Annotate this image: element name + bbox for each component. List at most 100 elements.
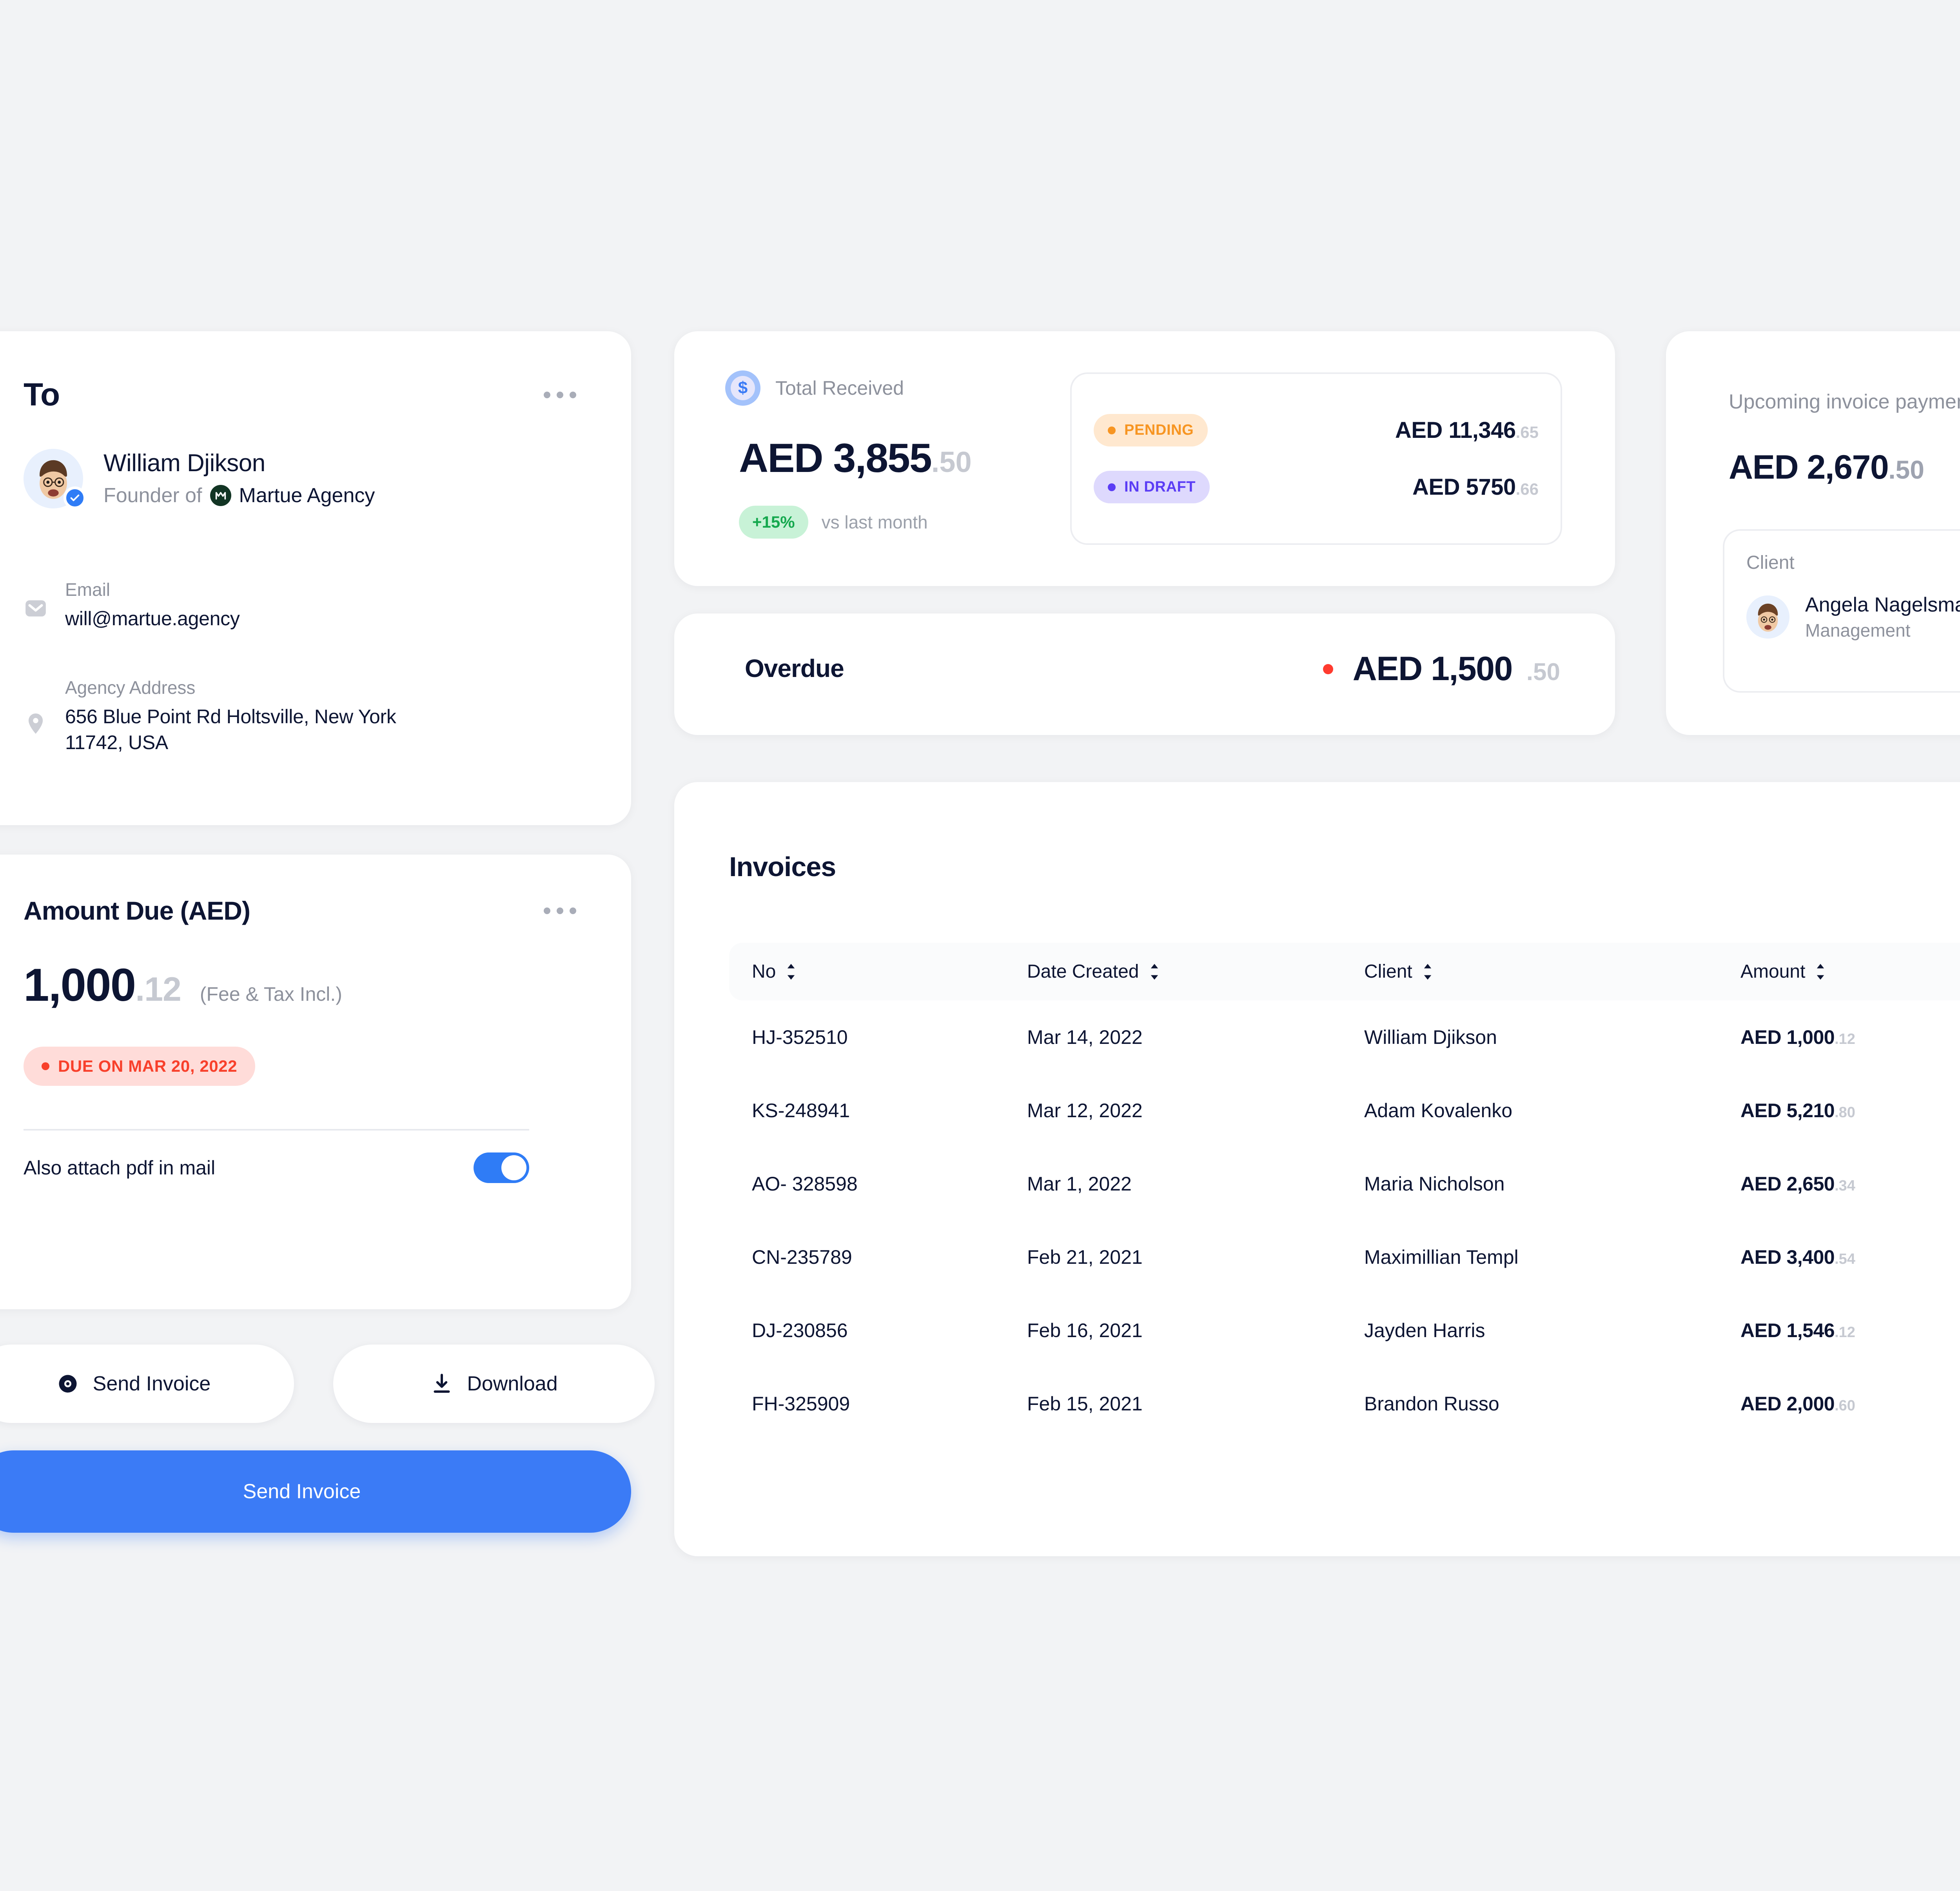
- cell-client-text: William Djikson: [1364, 1026, 1497, 1048]
- table-row[interactable]: HJ-352510 Mar 14, 2022 William Djikson AED …: [729, 1000, 1960, 1074]
- agency-logo-icon: [210, 485, 231, 506]
- cell-date-text: Feb 15, 2021: [1027, 1392, 1143, 1415]
- invoices-table: No Date Created Client Amount Status HJ-…: [729, 943, 1960, 1440]
- table-row[interactable]: DJ-230856 Feb 16, 2021 Jayden Harris AED 1,…: [729, 1294, 1960, 1367]
- cell-amount-decimals: .12: [1835, 1031, 1855, 1047]
- table-row[interactable]: KS-248941 Mar 12, 2022 Adam Kovalenko AED 5…: [729, 1074, 1960, 1147]
- cell-date-text: Mar 12, 2022: [1027, 1099, 1143, 1122]
- total-received-main: AED 3,855: [739, 436, 932, 481]
- cell-no: CN-235789: [729, 1220, 1027, 1294]
- draft-badge: IN DRAFT: [1094, 471, 1210, 503]
- attach-pdf-label: Also attach pdf in mail: [24, 1157, 216, 1179]
- overdue-amount-main: AED 1,500: [1352, 650, 1513, 688]
- draft-badge-label: IN DRAFT: [1124, 479, 1196, 495]
- dollar-coin-icon: $: [725, 370, 760, 406]
- verified-badge-icon: [64, 486, 86, 509]
- cell-amount-money: AED 1,000.12: [1740, 1026, 1960, 1049]
- amount-due-header: Amount Due (AED): [24, 896, 576, 926]
- cell-amount-main: AED 2,000: [1740, 1392, 1835, 1415]
- cell-amount: AED 1,000.12: [1740, 1000, 1960, 1074]
- total-received-delta-row: +15% vs last month: [739, 506, 928, 539]
- due-date-badge-label: DUE ON MAR 20, 2022: [58, 1057, 238, 1075]
- send-invoice-button-label: Send Invoice: [93, 1372, 211, 1395]
- mail-icon: [24, 578, 48, 632]
- column-header-client[interactable]: Client: [1364, 943, 1740, 1000]
- send-invoice-primary-label: Send Invoice: [243, 1480, 361, 1503]
- client-box: Client: [1723, 529, 1960, 693]
- overdue-title: Overdue: [745, 654, 844, 682]
- invoices-header: Invoices Sort & Filter CSV: [729, 841, 1960, 893]
- overdue-dot-icon: [1323, 664, 1333, 674]
- cell-client-text: Maximillian Templ: [1364, 1246, 1519, 1268]
- to-address-field: Agency Address 656 Blue Point Rd Holtsvi…: [24, 676, 396, 755]
- cell-amount-money: AED 5,210.80: [1740, 1099, 1960, 1122]
- cell-client: Brandon Russo: [1364, 1367, 1740, 1440]
- download-icon: [434, 1374, 450, 1393]
- divider: [24, 1129, 529, 1131]
- breakdown-row-pending: PENDING AED 11,346 .65: [1072, 414, 1561, 446]
- to-address-line2: 11742, USA: [65, 731, 168, 753]
- column-header-date-created[interactable]: Date Created: [1027, 943, 1364, 1000]
- to-address-label: Agency Address: [65, 677, 196, 698]
- cell-amount-decimals: .80: [1835, 1104, 1855, 1121]
- cell-date-text: Mar 1, 2022: [1027, 1172, 1132, 1195]
- table-row[interactable]: AO- 328598 Mar 1, 2022 Maria Nicholson AED …: [729, 1147, 1960, 1220]
- table-row[interactable]: CN-235789 Feb 21, 2021 Maximillian Templ AE…: [729, 1220, 1960, 1294]
- more-horizontal-icon[interactable]: [544, 907, 576, 914]
- cell-client-text: Adam Kovalenko: [1364, 1099, 1513, 1122]
- cell-amount-main: AED 5,210: [1740, 1099, 1835, 1122]
- cell-amount-main: AED 3,400: [1740, 1246, 1835, 1268]
- to-card-header: To: [24, 376, 576, 413]
- amount-due-decimals: .12: [135, 971, 181, 1008]
- overdue-card: Overdue AED 1,500 .50: [674, 613, 1615, 735]
- download-button[interactable]: Download: [333, 1345, 655, 1423]
- amount-due-main: 1,000: [24, 959, 136, 1011]
- column-header-amount[interactable]: Amount: [1740, 943, 1960, 1000]
- send-invoice-button[interactable]: Send Invoice: [0, 1345, 294, 1423]
- to-card-title: To: [24, 377, 60, 412]
- pending-badge-label: PENDING: [1124, 422, 1194, 438]
- invoices-card: Invoices Sort & Filter CSV No Date Creat…: [674, 782, 1960, 1556]
- download-button-label: Download: [467, 1372, 558, 1395]
- table-row[interactable]: FH-325909 Feb 15, 2021 Brandon Russo AED 2,…: [729, 1367, 1960, 1440]
- draft-amount-decimals: .66: [1515, 480, 1539, 498]
- cell-amount: AED 3,400.54: [1740, 1220, 1960, 1294]
- cell-date: Mar 12, 2022: [1027, 1074, 1364, 1147]
- upcoming-amount-main: AED 2,670: [1729, 448, 1889, 486]
- total-received-decimals: .50: [931, 446, 972, 478]
- cell-no-text: AO- 328598: [752, 1172, 858, 1195]
- cell-no-text: FH-325909: [752, 1392, 850, 1415]
- avatar: [24, 449, 86, 509]
- breakdown-row-draft: IN DRAFT AED 5750 .66: [1072, 471, 1561, 503]
- amount-due-value: 1,000 .12 (Fee & Tax Incl.): [24, 958, 342, 1012]
- invoices-table-body: HJ-352510 Mar 14, 2022 William Djikson AED …: [729, 1000, 1960, 1440]
- column-header-amount-label: Amount: [1740, 961, 1806, 982]
- sort-arrows-icon: [1817, 964, 1824, 980]
- cell-client: Jayden Harris: [1364, 1294, 1740, 1367]
- sort-arrows-icon: [1151, 964, 1158, 980]
- agency-name: Martue Agency: [239, 484, 375, 507]
- column-header-no[interactable]: No: [729, 943, 1027, 1000]
- send-invoice-primary-button[interactable]: Send Invoice: [0, 1450, 631, 1533]
- more-horizontal-icon[interactable]: [544, 391, 576, 398]
- column-header-no-label: No: [752, 961, 776, 982]
- amount-due-title: Amount Due (AED): [24, 896, 250, 925]
- client-name: Angela Nagelsman: [1805, 593, 1960, 616]
- overdue-amount-decimals: .50: [1526, 659, 1560, 686]
- cell-no: HJ-352510: [729, 1000, 1027, 1074]
- cell-no-text: CN-235789: [752, 1246, 852, 1268]
- upcoming-invoice-card: Upcoming invoice payment April 1, 2022 A…: [1666, 331, 1960, 735]
- cell-date: Mar 1, 2022: [1027, 1147, 1364, 1220]
- draft-amount-main: AED 5750: [1412, 474, 1516, 500]
- cell-amount-money: AED 2,650.34: [1740, 1172, 1960, 1195]
- cell-client-text: Jayden Harris: [1364, 1319, 1485, 1341]
- upcoming-header: Upcoming invoice payment April 1, 2022: [1729, 390, 1960, 414]
- upcoming-amount-decimals: .50: [1888, 455, 1924, 484]
- total-received-card: $ Total Received AED 3,855 .50 +15% vs l…: [674, 331, 1615, 586]
- to-email-value: will@martue.agency: [65, 607, 240, 630]
- to-email-field: Email will@martue.agency: [24, 578, 240, 632]
- attach-pdf-toggle[interactable]: [474, 1152, 529, 1183]
- cell-amount: AED 2,650.34: [1740, 1147, 1960, 1220]
- total-received-value: AED 3,855 .50: [739, 435, 972, 482]
